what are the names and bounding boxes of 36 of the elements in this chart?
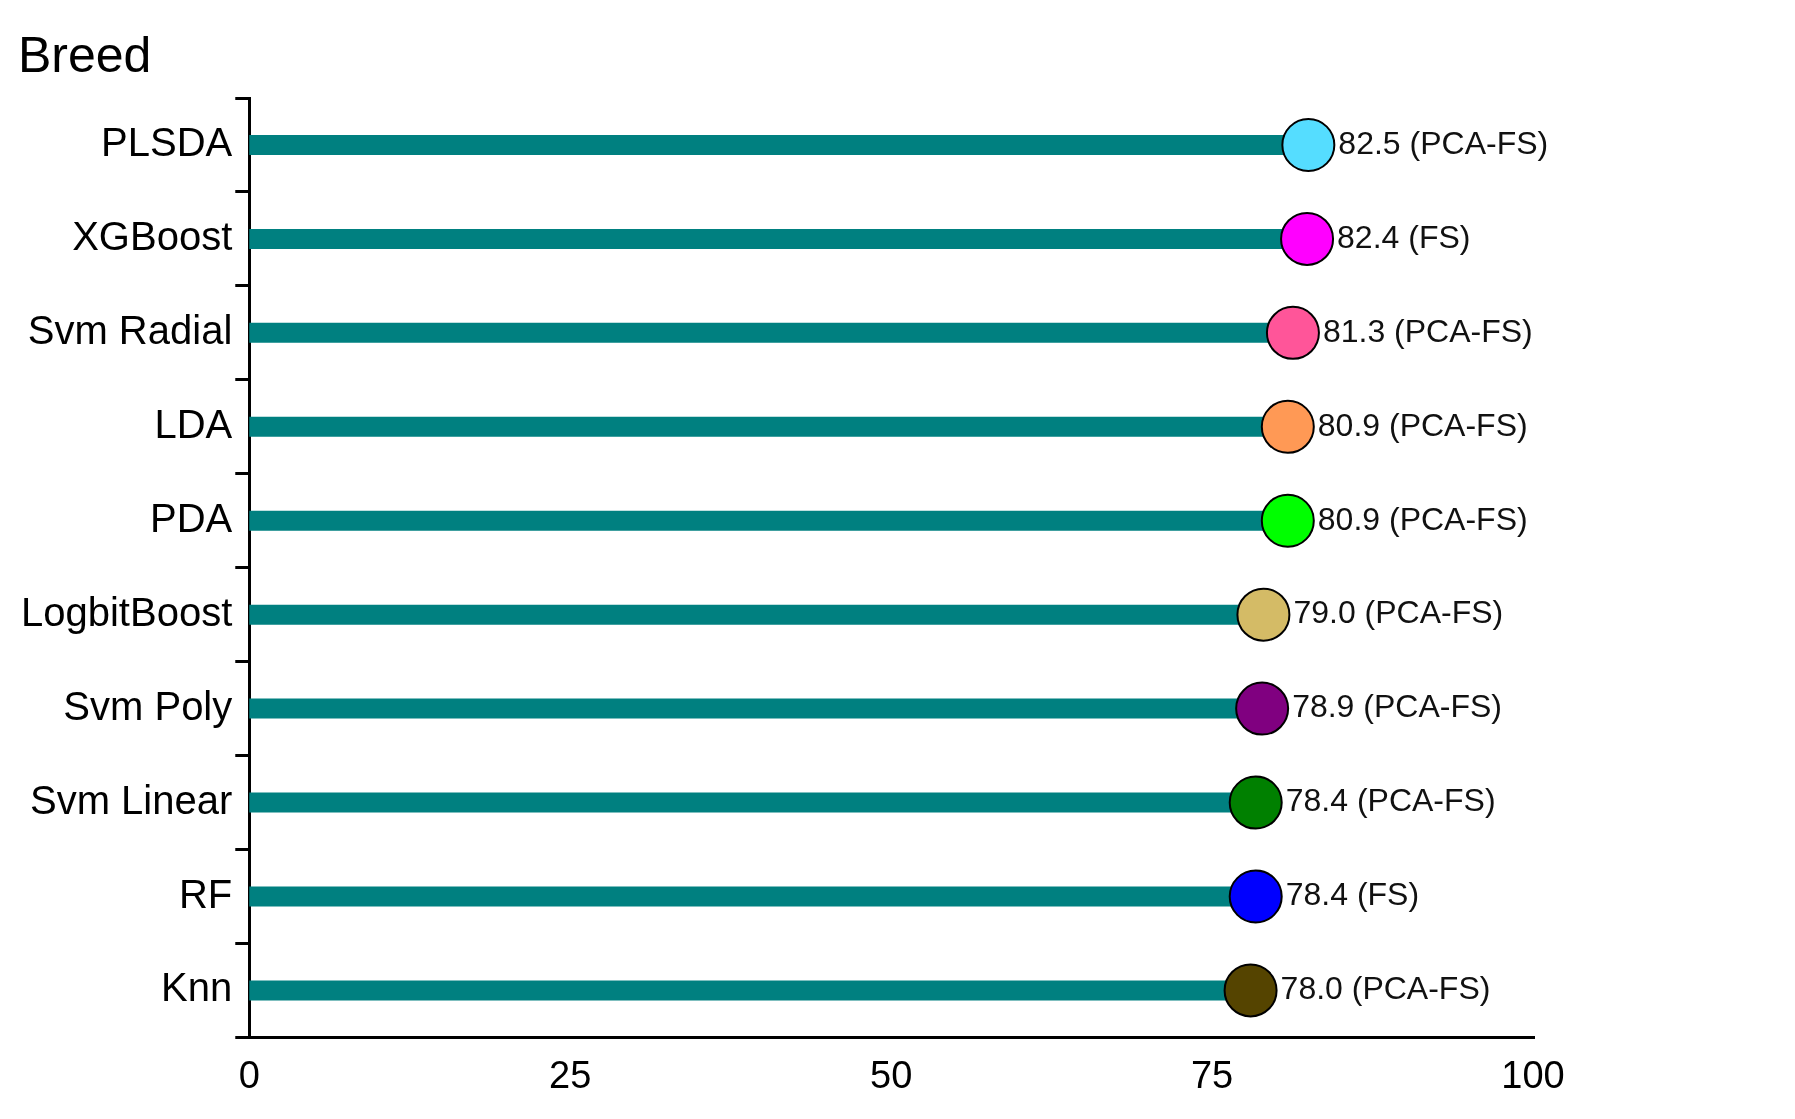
y-tick-label: XGBoost — [72, 213, 233, 258]
y-tick-label: Svm Linear — [29, 777, 233, 822]
x-tick-label: 25 — [549, 1053, 592, 1096]
x-tick-label: 100 — [1501, 1053, 1565, 1096]
point — [1281, 117, 1336, 172]
y-tick-label: Svm Radial — [27, 307, 233, 352]
x-tick-label: 50 — [869, 1053, 913, 1096]
point — [1228, 775, 1283, 830]
data-label: 80.9 (PCA-FS) — [1317, 500, 1528, 537]
x-tick-label: 75 — [1190, 1053, 1234, 1096]
point — [1265, 305, 1320, 360]
x-tick-label: 0 — [238, 1053, 260, 1096]
y-tick-label: PDA — [150, 495, 233, 540]
data-label: 81.3 (PCA-FS) — [1322, 312, 1533, 349]
data-label: 82.5 (PCA-FS) — [1338, 124, 1549, 161]
y-tick-label: RF — [178, 871, 233, 916]
chart-title: Breed — [18, 26, 152, 83]
data-label: 78.4 (FS) — [1285, 876, 1420, 913]
y-tick-label: Svm Poly — [63, 683, 233, 728]
y-tick-label: LDA — [154, 401, 233, 446]
data-label: 82.4 (FS) — [1337, 218, 1471, 255]
data-label: 78.0 (PCA-FS) — [1280, 970, 1491, 1007]
data-label: 79.0 (PCA-FS) — [1293, 594, 1504, 631]
point — [1260, 493, 1315, 548]
data-label: 78.4 (PCA-FS) — [1285, 782, 1496, 819]
point — [1235, 681, 1290, 736]
point — [1280, 211, 1335, 266]
y-tick-label: LogbitBoost — [20, 589, 233, 634]
data-label: 78.9 (PCA-FS) — [1292, 688, 1502, 725]
point — [1236, 587, 1291, 642]
point — [1260, 399, 1315, 454]
data-label: 80.9 (PCA-FS) — [1317, 406, 1528, 443]
y-tick-label: Knn — [161, 965, 233, 1010]
y-tick-label: PLSDA — [101, 120, 233, 164]
point — [1228, 869, 1283, 924]
point — [1223, 963, 1278, 1018]
